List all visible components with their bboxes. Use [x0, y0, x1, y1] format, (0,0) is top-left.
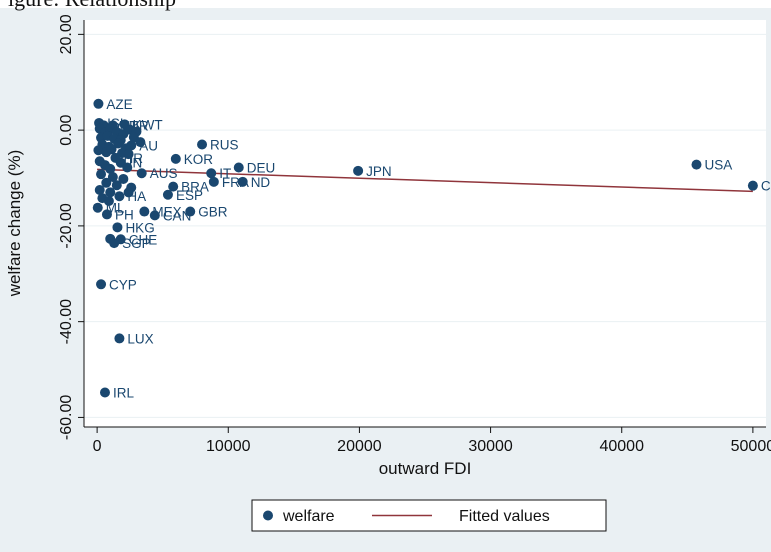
data-point	[92, 202, 103, 213]
data-point	[208, 176, 219, 187]
point-label: HKG	[125, 220, 154, 235]
data-point	[96, 279, 107, 290]
data-point	[112, 222, 123, 233]
x-tick-label: 20000	[337, 438, 382, 455]
data-point	[233, 162, 244, 173]
data-point	[101, 209, 112, 220]
legend-label-fitted: Fitted values	[459, 508, 550, 525]
data-point	[106, 144, 117, 155]
x-tick-label: 10000	[206, 438, 251, 455]
y-tick-label: 20.00	[58, 14, 75, 54]
point-label: SGP	[122, 236, 151, 251]
data-point	[99, 387, 110, 398]
data-point	[170, 153, 181, 164]
point-label: IRL	[113, 386, 135, 401]
data-point	[691, 159, 702, 170]
point-label: DEU	[247, 160, 276, 175]
y-tick-label: -60.00	[58, 395, 75, 440]
data-point	[139, 206, 150, 217]
data-point	[114, 333, 125, 344]
point-label: AZE	[106, 97, 132, 112]
data-point	[197, 139, 208, 150]
header-text: igure: Relationship	[8, 0, 176, 12]
point-label: HR	[123, 151, 143, 166]
data-point	[109, 238, 120, 249]
x-axis-title: outward FDI	[379, 459, 472, 478]
point-label: CHE	[129, 232, 158, 247]
point-label: AUS	[150, 166, 178, 181]
point-label: PH	[115, 207, 134, 222]
data-point	[123, 187, 134, 198]
y-tick-label: 0.00	[58, 114, 75, 145]
point-label: CHN	[761, 179, 771, 194]
point-label: USA	[704, 158, 732, 173]
data-point	[111, 180, 122, 191]
data-point	[747, 180, 758, 191]
legend: welfare Fitted values	[251, 499, 607, 532]
x-tick-label: 30000	[468, 438, 513, 455]
data-point	[114, 191, 125, 202]
point-label: GBR	[198, 205, 228, 220]
y-ticks: 20.00 0.00 -20.00 -40.00 -60.00	[58, 14, 84, 440]
y-tick-label: -40.00	[58, 299, 75, 344]
data-point	[168, 181, 179, 192]
y-axis-title: welfare change (%)	[5, 150, 24, 297]
data-point	[105, 163, 116, 174]
data-point	[94, 184, 105, 195]
data-point	[149, 210, 160, 221]
point-label: KOR	[184, 152, 214, 167]
point-label: JPN	[366, 164, 392, 179]
data-point	[93, 98, 104, 109]
data-point	[113, 138, 124, 149]
data-point	[96, 169, 107, 180]
data-point	[135, 137, 146, 148]
x-ticks: 0 10000 20000 30000 40000 50000	[93, 427, 771, 455]
gridlines	[84, 33, 766, 418]
data-point	[93, 145, 104, 156]
point-label: ESP	[176, 188, 203, 203]
y-tick-label: -20.00	[58, 203, 75, 248]
data-point	[107, 172, 118, 183]
point-label: ND	[251, 175, 271, 190]
data-point	[353, 165, 364, 176]
point-label: BRA	[181, 180, 209, 195]
point-label: LUX	[127, 331, 153, 346]
data-point	[101, 177, 112, 188]
plot-area	[84, 20, 766, 427]
data-point	[237, 176, 248, 187]
data-point	[136, 168, 147, 179]
data-points: AZEISLMLTTURKWTAUHRINAUSHAKORRUSITDEUBRA…	[92, 97, 771, 401]
data-point	[122, 162, 133, 173]
legend-label-welfare: welfare	[282, 508, 335, 525]
data-point	[118, 173, 129, 184]
data-point	[185, 206, 196, 217]
legend-marker-welfare	[263, 510, 273, 521]
data-point	[206, 168, 217, 179]
x-tick-label: 40000	[599, 438, 644, 455]
point-label: RUS	[210, 137, 239, 152]
x-tick-label: 0	[93, 438, 102, 455]
x-tick-label: 50000	[731, 438, 771, 455]
data-point	[103, 195, 114, 206]
header-strip: igure: Relationship	[0, 0, 771, 11]
point-label: CAN	[163, 208, 192, 223]
data-point	[123, 149, 134, 160]
point-label: CYP	[109, 277, 137, 292]
point-label: IT	[219, 166, 231, 181]
data-point	[162, 189, 173, 200]
data-point	[105, 187, 116, 198]
